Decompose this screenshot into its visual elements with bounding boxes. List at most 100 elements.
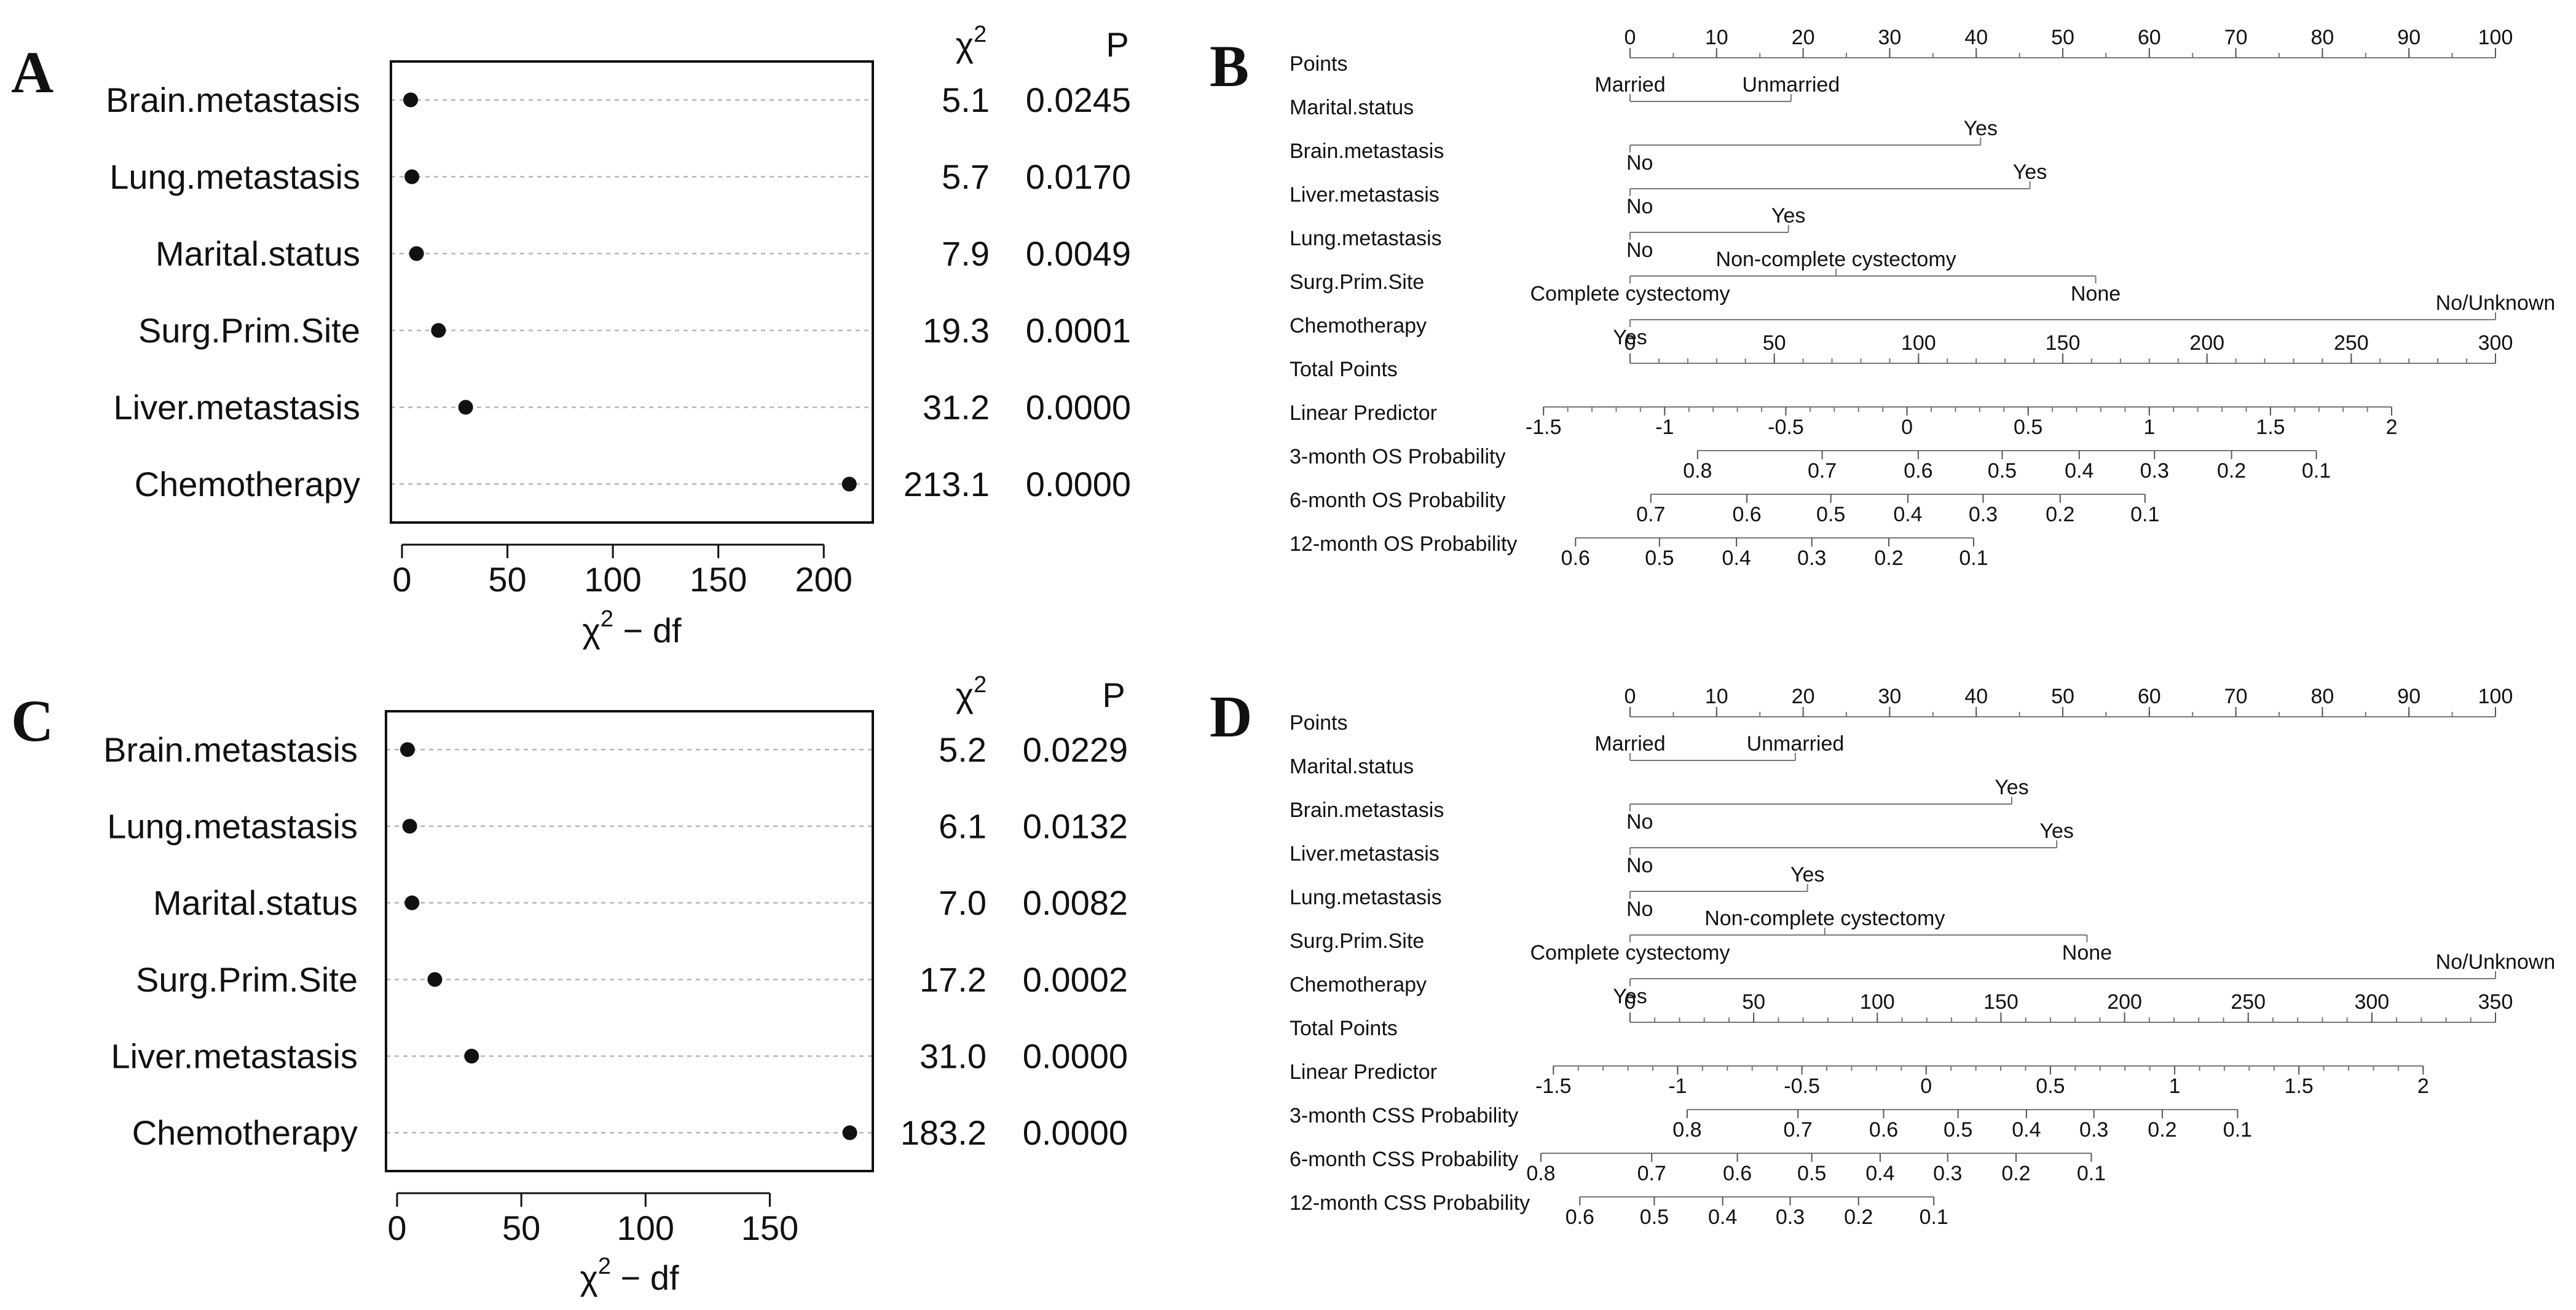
tick-label: 0.8: [1672, 1118, 1701, 1142]
x-tick-label: 0: [387, 1209, 406, 1247]
panel-a: A Brain.metastasis 5.1 0.0245 Lung.metastasi…: [11, 22, 1131, 650]
chi2-value: 5.7: [942, 157, 990, 196]
category-label-unmarried: Unmarried: [1747, 732, 1845, 756]
category-label-yes: Yes: [2013, 160, 2047, 184]
category-label-none: None: [2062, 941, 2112, 965]
tick-label: 350: [2478, 990, 2513, 1014]
tick-label: 0.7: [1808, 459, 1837, 483]
p-value: 0.0082: [1023, 883, 1128, 922]
category-label-non-complete-cystectomy: Non-complete cystectomy: [1716, 248, 1956, 271]
point-brain-metastasis: [400, 742, 415, 757]
tick-label: 20: [1792, 685, 1815, 708]
tick-label: 0.5: [1988, 459, 2017, 483]
point-lung-metastasis: [402, 819, 417, 834]
tick-label: 70: [2224, 685, 2248, 708]
tick-label: 0.4: [2012, 1118, 2041, 1142]
tick-label: 50: [1763, 331, 1786, 355]
tick-label: 0.5: [1944, 1118, 1972, 1142]
tick-label: 1: [2169, 1075, 2181, 1098]
row-label-liver-metastasis: Liver.metastasis: [114, 388, 361, 427]
x-axis-label: χ2 − df: [582, 606, 682, 650]
nomogram-row-surg-prim-site: Surg.Prim.Site Complete cystectomy None Non…: [1290, 248, 2121, 306]
category-label-no-unknown: No/Unknown: [2436, 291, 2556, 315]
tick-label: 0.2: [2217, 459, 2246, 483]
nomogram-row-lung-metastasis: Lung.metastasis No Yes: [1290, 204, 1805, 262]
row-label: 3-month CSS Probability: [1290, 1104, 1518, 1127]
row-label: Surg.Prim.Site: [1290, 929, 1424, 953]
nomogram-row-12-month-css-probability: 12-month CSS Probability 0.6 0.5 0.4 0.3 0.2 0…: [1290, 1191, 1948, 1229]
tick-label: 0.2: [2001, 1162, 2030, 1185]
tick-label: 0.5: [2036, 1075, 2065, 1098]
panel-letter: D: [1210, 684, 1252, 749]
tick-label: 100: [1901, 331, 1936, 355]
row-label: Liver.metastasis: [1290, 842, 1440, 866]
x-tick-label: 150: [690, 560, 747, 599]
category-label-complete-cystectomy: Complete cystectomy: [1530, 282, 1730, 306]
tick-label: 10: [1705, 26, 1728, 49]
chi2-header: χ2: [956, 22, 987, 64]
tick-label: 0.1: [2130, 503, 2159, 526]
tick-label: 200: [2189, 331, 2224, 355]
tick-label: 0.1: [2223, 1118, 2252, 1142]
p-value: 0.0000: [1026, 465, 1131, 503]
tick-label: 90: [2397, 26, 2420, 49]
row-label: Lung.metastasis: [1290, 227, 1442, 250]
row-label-brain-metastasis: Brain.metastasis: [106, 81, 360, 119]
tick-label: 0.4: [1722, 546, 1751, 570]
nomogram-row-chemotherapy: Chemotherapy Yes No/Unknown: [1290, 950, 2555, 1008]
tick-label: 90: [2397, 685, 2420, 708]
nomogram-row-brain-metastasis: Brain.metastasis No Yes: [1290, 117, 1998, 175]
p-value: 0.0000: [1026, 388, 1131, 427]
tick-label: 2: [2386, 416, 2398, 439]
p-header: P: [1102, 676, 1125, 714]
point-marital-status: [404, 895, 420, 910]
tick-label: 0: [1920, 1075, 1932, 1098]
p-value: 0.0229: [1023, 730, 1128, 769]
tick-label: 70: [2224, 26, 2248, 49]
x-tick-label: 0: [392, 560, 411, 599]
tick-label: 0.2: [2046, 503, 2074, 526]
tick-label: 0.5: [1645, 546, 1674, 570]
p-value: 0.0000: [1023, 1113, 1128, 1152]
category-label-married: Married: [1594, 73, 1665, 97]
nomogram-row-3-month-os-probability: 3-month OS Probability 0.8 0.7 0.6 0.5 0.4 0.3…: [1290, 445, 2331, 483]
tick-label: 0.5: [1797, 1162, 1826, 1185]
tick-label: 300: [2478, 331, 2513, 355]
plot-frame: [385, 710, 874, 1172]
tick-label: 0.3: [1776, 1205, 1805, 1229]
row-label: Points: [1290, 52, 1348, 76]
row-label-marital-status: Marital.status: [153, 883, 358, 922]
row-label: Linear Predictor: [1290, 401, 1437, 425]
x-axis-label-superscript: 2: [598, 1253, 611, 1279]
x-tick-label: 100: [584, 560, 641, 599]
tick-label: 50: [1742, 990, 1765, 1014]
tick-label: 1.5: [2256, 416, 2285, 439]
row-label-chemotherapy: Chemotherapy: [132, 1113, 358, 1152]
p-value: 0.0132: [1023, 807, 1128, 846]
category-label-no: No: [1626, 854, 1653, 877]
tick-label: 1: [2143, 416, 2155, 439]
tick-label: 250: [2334, 331, 2369, 355]
row-label: 6-month OS Probability: [1290, 489, 1506, 512]
nomogram-row-lung-metastasis: Lung.metastasis No Yes: [1290, 863, 1824, 921]
tick-label: 50: [2051, 685, 2074, 708]
tick-label: 0.6: [1732, 503, 1761, 526]
chi2-header-symbol: χ: [956, 676, 974, 714]
tick-label: 150: [2046, 331, 2081, 355]
row-label: Points: [1290, 711, 1348, 735]
tick-label: 100: [1860, 990, 1895, 1014]
row-label: Brain.metastasis: [1290, 140, 1444, 163]
tick-label: 0.2: [1844, 1205, 1873, 1229]
tick-label: 0.7: [1784, 1118, 1813, 1142]
tick-label: 0.3: [2140, 459, 2169, 483]
tick-label: 2: [2417, 1075, 2429, 1098]
category-label-unmarried: Unmarried: [1743, 73, 1840, 97]
tick-label: 0.2: [2148, 1118, 2176, 1142]
nomogram-row-total-points: Total Points 0 50 100 150 200 250 300: [1290, 331, 2513, 381]
category-label-no: No: [1626, 239, 1653, 262]
category-label-yes: Yes: [1964, 117, 1998, 140]
nomogram-row-liver-metastasis: Liver.metastasis No Yes: [1290, 819, 2074, 877]
tick-label: 100: [2478, 26, 2513, 49]
